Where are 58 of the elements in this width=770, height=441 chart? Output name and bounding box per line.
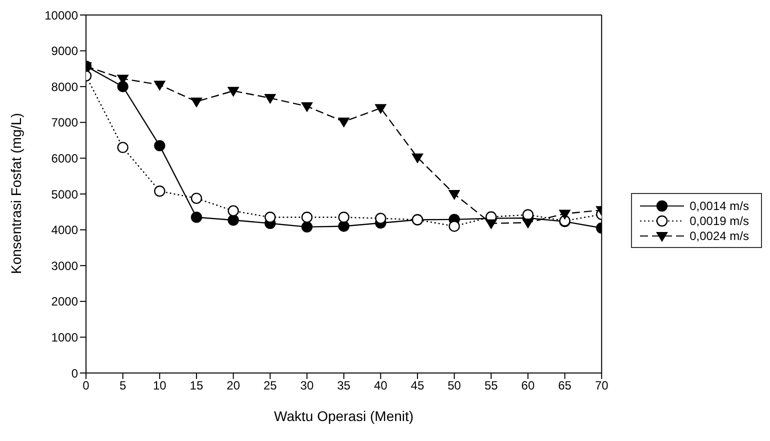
x-tick-label: 35 <box>337 378 351 393</box>
y-tick-label: 1000 <box>51 330 78 344</box>
legend-label: 0,0024 m/s <box>690 228 749 242</box>
x-tick-label: 55 <box>484 378 498 393</box>
point <box>522 218 534 229</box>
y-tick-label: 5000 <box>51 187 78 202</box>
y-axis-title: Konsentrasi Fosfat (mg/L) <box>8 112 24 274</box>
point <box>301 212 313 223</box>
x-tick-label: 40 <box>374 378 388 393</box>
point <box>228 205 239 216</box>
y-tick-label: 3000 <box>51 258 78 273</box>
point <box>375 212 386 224</box>
point <box>264 94 276 104</box>
point <box>558 210 571 220</box>
x-tick-label: 50 <box>448 378 462 393</box>
y-tick-label: 6000 <box>51 151 78 166</box>
x-tick-label: 5 <box>119 378 126 393</box>
x-tick-label: 65 <box>558 378 572 393</box>
point <box>154 186 166 197</box>
point <box>117 81 128 92</box>
x-tick-label: 70 <box>594 378 609 393</box>
point <box>190 192 202 204</box>
point <box>374 104 387 114</box>
legend-label: 0,0014 m/s <box>690 198 749 212</box>
y-tick-label: 8000 <box>51 80 78 94</box>
point <box>228 214 239 226</box>
x-tick-label: 25 <box>263 378 278 393</box>
y-tick-label: 4000 <box>51 223 78 238</box>
point <box>522 209 534 220</box>
point <box>485 219 498 230</box>
point <box>154 140 166 152</box>
point <box>338 212 350 223</box>
y-tick-label: 2000 <box>51 294 78 309</box>
point <box>301 221 313 233</box>
x-tick-label: 45 <box>410 378 424 393</box>
legend-label: 0,0019 m/s <box>690 214 749 228</box>
point <box>411 153 424 164</box>
point <box>227 86 240 97</box>
y-tick-label: 7000 <box>51 116 78 130</box>
point <box>190 212 202 223</box>
x-tick-label: 0 <box>82 378 90 393</box>
y-tick-label: 0 <box>71 366 78 380</box>
point <box>338 118 350 128</box>
x-tick-label: 10 <box>152 378 167 393</box>
y-tick-label: 10000 <box>44 8 78 22</box>
point <box>300 102 313 112</box>
x-tick-label: 30 <box>300 378 314 393</box>
x-tick-label: 15 <box>190 378 204 393</box>
point <box>190 98 202 108</box>
point <box>448 220 460 232</box>
x-tick-label: 20 <box>226 378 240 393</box>
x-tick-label: 60 <box>521 378 535 393</box>
point <box>117 142 128 154</box>
y-tick-label: 9000 <box>51 44 78 58</box>
point <box>154 80 166 91</box>
point <box>448 190 460 200</box>
point <box>264 212 276 223</box>
x-axis-title: Waktu Operasi (Menit) <box>274 408 414 424</box>
